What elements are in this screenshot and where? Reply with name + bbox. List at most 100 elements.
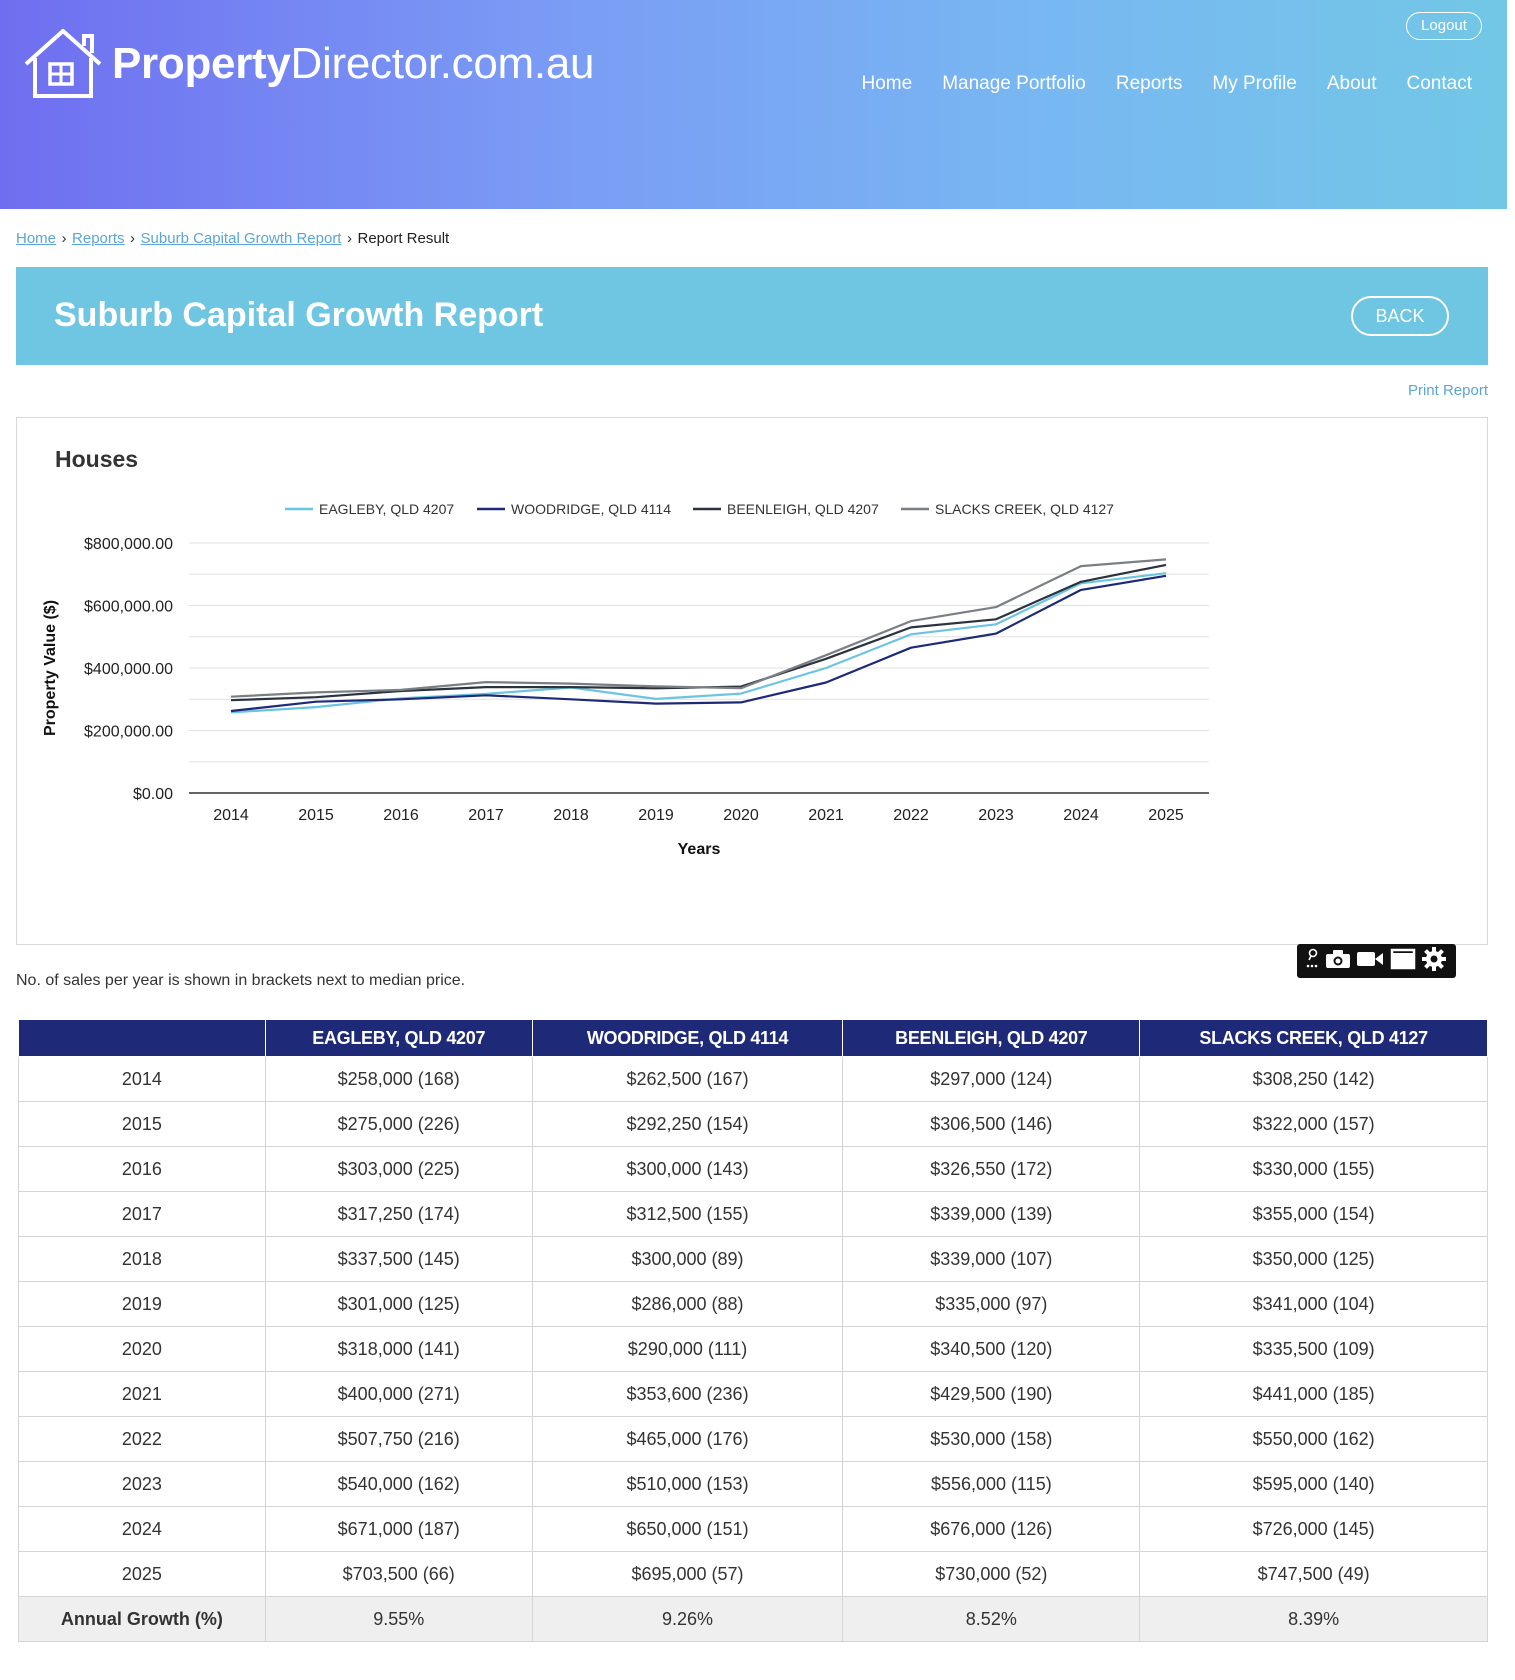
y-tick-label: $800,000.00 <box>84 536 173 553</box>
table-cell: $429,500 (190) <box>842 1371 1141 1417</box>
table-row: 2015 $275,000 (226) $292,250 (154) $306,500… <box>18 1101 1488 1147</box>
chevron-right-icon: › <box>61 230 67 247</box>
x-tick-label: 2016 <box>383 807 419 824</box>
table-cell-year: 2019 <box>18 1281 266 1327</box>
table-row: 2014 $258,000 (168) $262,500 (167) $297,000… <box>18 1056 1488 1102</box>
table-cell: $300,000 (143) <box>531 1146 844 1192</box>
chart-panel: Houses $800,000.00 $600,000.00 $400,000.00… <box>16 417 1488 945</box>
table-cell-year: 2015 <box>18 1101 266 1147</box>
table-cell-year: 2016 <box>18 1146 266 1192</box>
table-cell: $340,500 (120) <box>842 1326 1141 1372</box>
table-cell-year: 2021 <box>18 1371 266 1417</box>
y-axis-title: Property Value ($) <box>42 600 59 736</box>
report-title-bar: Suburb Capital Growth Report BACK <box>16 267 1488 365</box>
breadcrumb-home[interactable]: Home <box>16 230 57 247</box>
table-cell: $335,000 (97) <box>842 1281 1141 1327</box>
main-nav: Home Manage Portfolio Reports My Profile… <box>832 73 1472 95</box>
table-cell-year: 2024 <box>18 1506 266 1552</box>
nav-home[interactable]: Home <box>861 73 913 94</box>
x-tick-label: 2021 <box>808 807 844 824</box>
print-report-link[interactable]: Print Report <box>1407 382 1488 399</box>
chevron-right-icon: › <box>130 230 136 247</box>
x-tick-label: 2015 <box>298 807 334 824</box>
table-cell: $339,000 (139) <box>842 1191 1141 1237</box>
nav-about[interactable]: About <box>1326 73 1377 94</box>
x-tick-label: 2018 <box>553 807 589 824</box>
table-cell: $317,250 (174) <box>264 1191 533 1237</box>
x-tick-label: 2023 <box>978 807 1014 824</box>
table-cell: $695,000 (57) <box>531 1551 844 1597</box>
table-cell: $465,000 (176) <box>531 1416 844 1462</box>
table-cell: $300,000 (89) <box>531 1236 844 1282</box>
y-tick-label: $0.00 <box>133 786 173 803</box>
pin-icon[interactable] <box>1306 948 1320 975</box>
gear-icon[interactable] <box>1421 946 1447 977</box>
nav-contact[interactable]: Contact <box>1406 73 1472 94</box>
y-tick-label: $200,000.00 <box>84 724 173 741</box>
video-icon[interactable] <box>1356 949 1384 974</box>
site-header: PropertyDirector.com.au Logout Home Mana… <box>0 0 1507 209</box>
back-button[interactable]: BACK <box>1351 296 1449 336</box>
table-cell: $297,000 (124) <box>842 1056 1141 1102</box>
table-cell: $510,000 (153) <box>531 1461 844 1507</box>
annual-growth-row: Annual Growth (%) 9.55% 9.26% 8.52% 8.39% <box>18 1596 1488 1642</box>
table-header-beenleigh: BEENLEIGH, QLD 4207 <box>842 1019 1141 1057</box>
annual-growth-label: Annual Growth (%) <box>18 1596 266 1642</box>
table-cell: $308,250 (142) <box>1139 1056 1488 1102</box>
table-cell: $676,000 (126) <box>842 1506 1141 1552</box>
camera-icon[interactable] <box>1325 949 1351 974</box>
table-cell: $441,000 (185) <box>1139 1371 1488 1417</box>
x-tick-label: 2020 <box>723 807 759 824</box>
nav-manage-portfolio[interactable]: Manage Portfolio <box>942 73 1086 94</box>
table-cell: $258,000 (168) <box>264 1056 533 1102</box>
nav-my-profile[interactable]: My Profile <box>1212 73 1297 94</box>
x-tick-label: 2019 <box>638 807 674 824</box>
annual-growth-cell: 9.55% <box>264 1596 533 1642</box>
window-icon[interactable] <box>1390 948 1416 975</box>
x-tick-label: 2014 <box>213 807 249 824</box>
table-cell: $335,500 (109) <box>1139 1326 1488 1372</box>
table-cell-year: 2014 <box>18 1056 266 1102</box>
table-cell: $507,750 (216) <box>264 1416 533 1462</box>
chart-toolbar <box>1297 944 1456 978</box>
y-tick-label: $400,000.00 <box>84 661 173 678</box>
site-logo[interactable]: PropertyDirector.com.au <box>22 26 594 102</box>
breadcrumb-suburb-report[interactable]: Suburb Capital Growth Report <box>140 230 342 247</box>
x-tick-label: 2022 <box>893 807 929 824</box>
logout-button[interactable]: Logout <box>1406 12 1482 40</box>
table-cell: $292,250 (154) <box>531 1101 844 1147</box>
table-header-eagleby: EAGLEBY, QLD 4207 <box>264 1019 533 1057</box>
table-cell: $326,550 (172) <box>842 1146 1141 1192</box>
table-cell: $540,000 (162) <box>264 1461 533 1507</box>
table-cell-year: 2018 <box>18 1236 266 1282</box>
line-chart: $800,000.00 $600,000.00 $400,000.00 $200,00… <box>42 501 1209 858</box>
table-row: 2019 $301,000 (125) $286,000 (88) $335,000 … <box>18 1281 1488 1327</box>
table-cell: $322,000 (157) <box>1139 1101 1488 1147</box>
table-cell: $312,500 (155) <box>531 1191 844 1237</box>
page-title: Suburb Capital Growth Report <box>54 296 544 334</box>
table-cell: $330,000 (155) <box>1139 1146 1488 1192</box>
chevron-right-icon: › <box>346 230 352 247</box>
legend-entry: WOODRIDGE, QLD 4114 <box>511 501 671 517</box>
table-header-year <box>18 1019 266 1057</box>
table-cell: $400,000 (271) <box>264 1371 533 1417</box>
annual-growth-cell: 9.26% <box>531 1596 844 1642</box>
table-cell: $339,000 (107) <box>842 1236 1141 1282</box>
breadcrumb-current: Report Result <box>357 230 450 247</box>
annual-growth-cell: 8.52% <box>842 1596 1141 1642</box>
legend-entry: EAGLEBY, QLD 4207 <box>319 501 454 517</box>
x-tick-label: 2024 <box>1063 807 1099 824</box>
sales-note: No. of sales per year is shown in bracke… <box>16 972 466 989</box>
table-header-slacks-creek: SLACKS CREEK, QLD 4127 <box>1139 1019 1488 1057</box>
table-cell: $301,000 (125) <box>264 1281 533 1327</box>
table-cell: $671,000 (187) <box>264 1506 533 1552</box>
nav-reports[interactable]: Reports <box>1115 73 1183 94</box>
table-cell-year: 2025 <box>18 1551 266 1597</box>
chart-title: Houses <box>55 446 139 472</box>
annual-growth-cell: 8.39% <box>1139 1596 1488 1642</box>
house-logo-icon <box>24 29 102 98</box>
table-cell: $530,000 (158) <box>842 1416 1141 1462</box>
table-row: 2022 $507,750 (216) $465,000 (176) $530,000… <box>18 1416 1488 1462</box>
breadcrumb-reports[interactable]: Reports <box>72 230 125 247</box>
table-cell: $703,500 (66) <box>264 1551 533 1597</box>
